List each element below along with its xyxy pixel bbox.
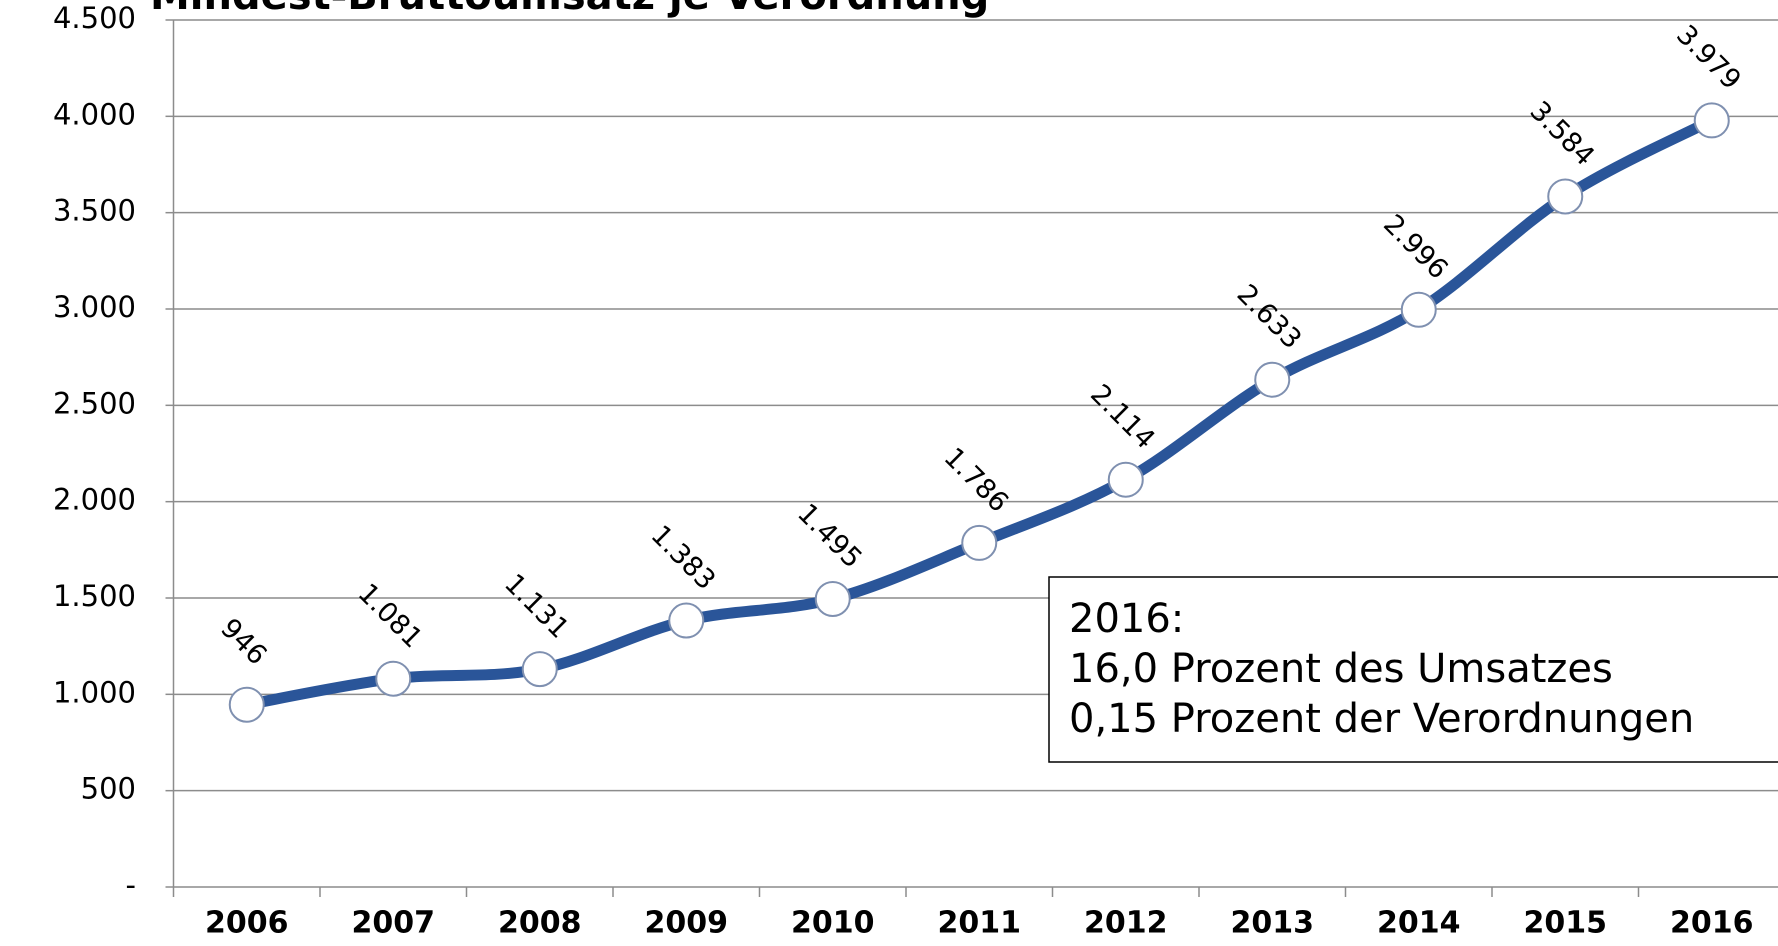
data-label: 946: [214, 613, 272, 671]
y-tick-label: 4.000: [53, 97, 136, 131]
x-tick-label: 2011: [938, 906, 1022, 941]
point-marker: [375, 660, 412, 697]
point-marker: [1693, 102, 1730, 139]
data-label: 3.584: [1524, 95, 1601, 172]
y-tick-label: 3.000: [53, 290, 136, 324]
point-marker: [961, 524, 998, 561]
x-tick-label: 2016: [1670, 906, 1754, 941]
data-label: 1.383: [645, 520, 722, 597]
data-label: 1.495: [791, 498, 868, 575]
y-tick-label: 2.000: [53, 483, 136, 517]
data-label: 1.786: [938, 442, 1015, 519]
point-marker: [1547, 178, 1584, 215]
data-label: 2.114: [1084, 379, 1161, 456]
y-tick-label: 4.500: [53, 1, 136, 35]
annotation-text: 0,15 Prozent der Verordnungen: [1069, 696, 1694, 742]
y-tick-label: 3.500: [53, 194, 136, 228]
y-tick-label: 500: [81, 772, 136, 806]
data-label: 2.996: [1377, 209, 1454, 286]
data-label: 1.081: [352, 578, 429, 655]
y-tick-label: -: [126, 868, 136, 902]
y-tick-label: 1.500: [53, 579, 136, 613]
x-tick-label: 2007: [352, 906, 436, 941]
y-tick-label: 1.000: [53, 675, 136, 709]
annotation-text: 2016:: [1069, 596, 1184, 642]
point-marker: [1107, 461, 1144, 498]
point-marker: [228, 686, 265, 723]
point-marker: [668, 602, 705, 639]
data-label: 3.979: [1670, 19, 1747, 96]
data-label: 2.633: [1231, 279, 1308, 356]
point-marker: [1254, 361, 1291, 398]
point-marker: [521, 651, 558, 688]
x-tick-label: 2009: [645, 906, 729, 941]
point-marker: [814, 580, 851, 617]
x-tick-label: 2013: [1231, 906, 1315, 941]
annotation-box: [1048, 576, 1778, 763]
x-tick-label: 2008: [498, 906, 582, 941]
annotation-text: 16,0 Prozent des Umsatzes: [1069, 646, 1613, 692]
chart-title: Mindest-Bruttoumsatz je Verordnung: [150, 0, 989, 19]
point-marker: [1400, 291, 1437, 328]
x-tick-label: 2010: [791, 906, 875, 941]
data-label: 1.131: [498, 568, 575, 645]
y-tick-label: 2.500: [53, 386, 136, 420]
x-tick-label: 2006: [205, 906, 289, 941]
x-tick-label: 2012: [1084, 906, 1168, 941]
x-tick-label: 2015: [1524, 906, 1608, 941]
x-tick-label: 2014: [1377, 906, 1461, 941]
